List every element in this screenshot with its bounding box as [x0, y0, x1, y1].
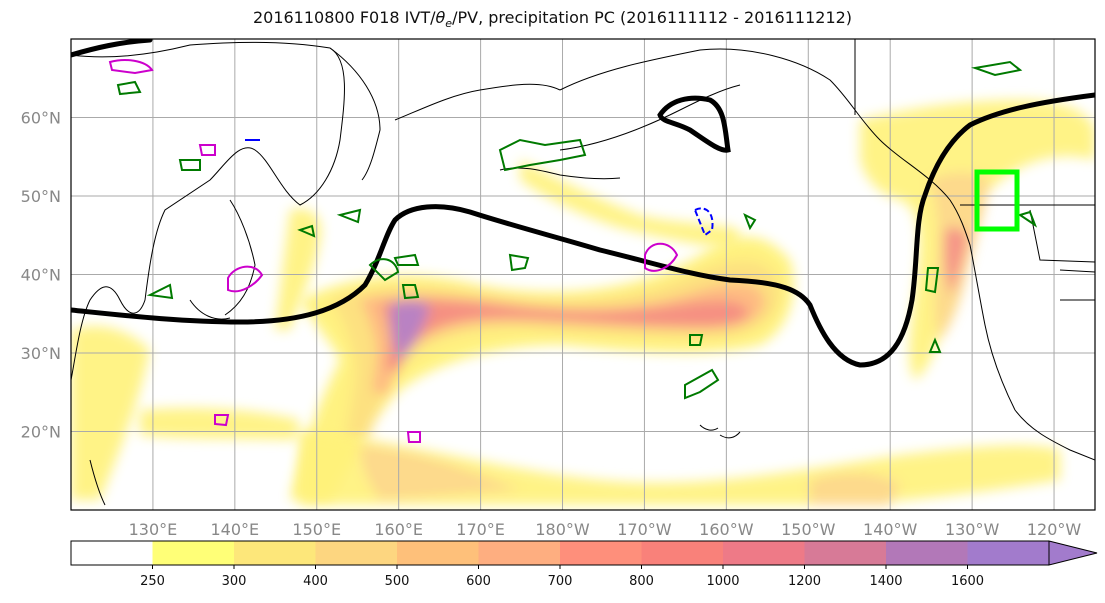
lon-tick-label: 120°W — [1027, 520, 1082, 539]
map-content — [71, 39, 1095, 510]
lon-tick-label: 130°W — [945, 520, 1000, 539]
colorbar-segment — [397, 541, 479, 565]
lat-tick-label: 50°N — [21, 187, 61, 206]
colorbar-tick-label: 1600 — [951, 574, 984, 589]
pv-contour — [71, 39, 1095, 368]
colorbar-segment — [723, 541, 805, 565]
map-frame — [70, 38, 1096, 511]
title-prefix: 2016110800 F018 IVT/ — [252, 8, 436, 27]
colorbar-tick-label: 700 — [548, 574, 573, 589]
graticule — [71, 39, 1095, 510]
lat-tick-label: 30°N — [21, 344, 61, 363]
latitude-labels: 20°N 30°N 40°N 50°N 60°N — [21, 109, 61, 442]
colorbar-tick-label: 1200 — [788, 574, 821, 589]
colorbar-tick-label: 250 — [140, 574, 165, 589]
lat-tick-label: 60°N — [21, 109, 61, 128]
title-theta-subscript: e — [445, 17, 453, 31]
colorbar-labels: 250 300 400 500 600 700 800 1000 1200 1400 1600 — [140, 565, 984, 589]
colorbar-segment — [152, 541, 235, 565]
colorbar-tick-label: 1000 — [706, 574, 739, 589]
lon-tick-label: 130°E — [129, 520, 178, 539]
colorbar-segment — [315, 541, 398, 565]
colorbar-segment — [478, 541, 561, 565]
colorbar — [70, 540, 1098, 566]
colorbar-segment — [71, 541, 153, 565]
colorbar-segment — [886, 541, 968, 565]
colorbar-segment — [967, 541, 1050, 565]
lon-tick-label: 140°W — [863, 520, 918, 539]
lon-tick-label: 160°E — [374, 520, 423, 539]
lat-tick-label: 20°N — [21, 423, 61, 442]
title-theta: θ — [435, 8, 446, 27]
colorbar-tick-label: 400 — [303, 574, 328, 589]
longitude-labels: 130°E 140°E 150°E 160°E 170°E 180°W 170°W 160°W… — [129, 520, 1082, 539]
colorbar-segment — [641, 541, 724, 565]
target-region-box — [974, 169, 1020, 232]
lon-tick-label: 150°E — [292, 520, 341, 539]
map-title: 2016110800 F018 IVT/θe/PV, precipitation… — [0, 8, 1105, 30]
lon-tick-label: 140°E — [211, 520, 260, 539]
colorbar-segment — [560, 541, 642, 565]
colorbar-extend-arrow — [1048, 540, 1098, 566]
colorbar-tick-label: 600 — [466, 574, 491, 589]
lat-tick-label: 40°N — [21, 266, 61, 285]
colorbar-segment — [804, 541, 887, 565]
lon-tick-label: 160°W — [699, 520, 754, 539]
lon-tick-label: 170°E — [456, 520, 505, 539]
title-suffix: /PV, precipitation PC (2016111112 - 2016… — [452, 8, 853, 27]
lon-tick-label: 150°W — [781, 520, 836, 539]
lon-tick-label: 170°W — [617, 520, 672, 539]
precip-pc-contours — [108, 59, 1038, 443]
lon-tick-label: 180°W — [535, 520, 590, 539]
colorbar-segment — [234, 541, 316, 565]
colorbar-tick-label: 800 — [629, 574, 654, 589]
colorbar-tick-label: 1400 — [869, 574, 902, 589]
colorbar-tick-label: 300 — [222, 574, 247, 589]
colorbar-tick-label: 500 — [385, 574, 410, 589]
